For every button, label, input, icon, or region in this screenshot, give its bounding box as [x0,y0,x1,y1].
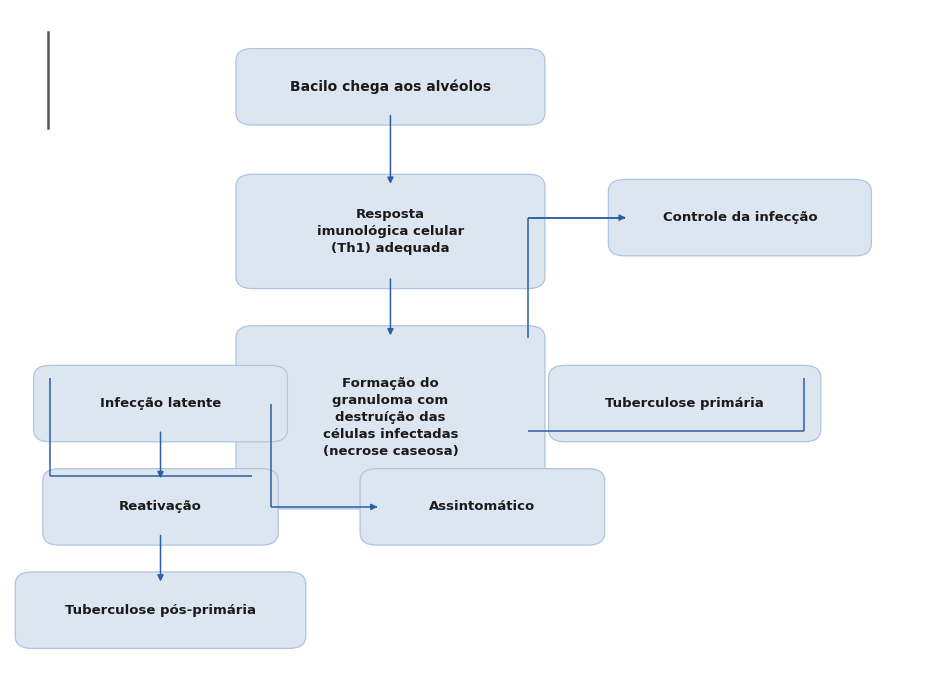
Text: Resposta
imunológica celular
(Th1) adequada: Resposta imunológica celular (Th1) adequ… [316,208,464,255]
FancyBboxPatch shape [33,365,287,442]
Text: Assintomático: Assintomático [429,500,535,514]
Text: Tuberculose primária: Tuberculose primária [604,397,763,410]
FancyBboxPatch shape [15,572,306,648]
FancyBboxPatch shape [235,325,544,509]
Text: Tuberculose pós-primária: Tuberculose pós-primária [65,604,256,617]
Text: Bacilo chega aos alvéolos: Bacilo chega aos alvéolos [289,79,490,94]
Text: Formação do
granuloma com
destruíção das
células infectadas
(necrose caseosa): Formação do granuloma com destruíção das… [323,377,458,458]
FancyBboxPatch shape [548,365,820,442]
FancyBboxPatch shape [360,468,604,545]
Text: Reativação: Reativação [119,500,202,514]
Text: Infecção latente: Infecção latente [100,397,221,410]
FancyBboxPatch shape [43,468,278,545]
FancyBboxPatch shape [608,179,870,256]
FancyBboxPatch shape [235,174,544,289]
FancyBboxPatch shape [235,49,544,125]
Text: Controle da infecção: Controle da infecção [662,211,817,224]
